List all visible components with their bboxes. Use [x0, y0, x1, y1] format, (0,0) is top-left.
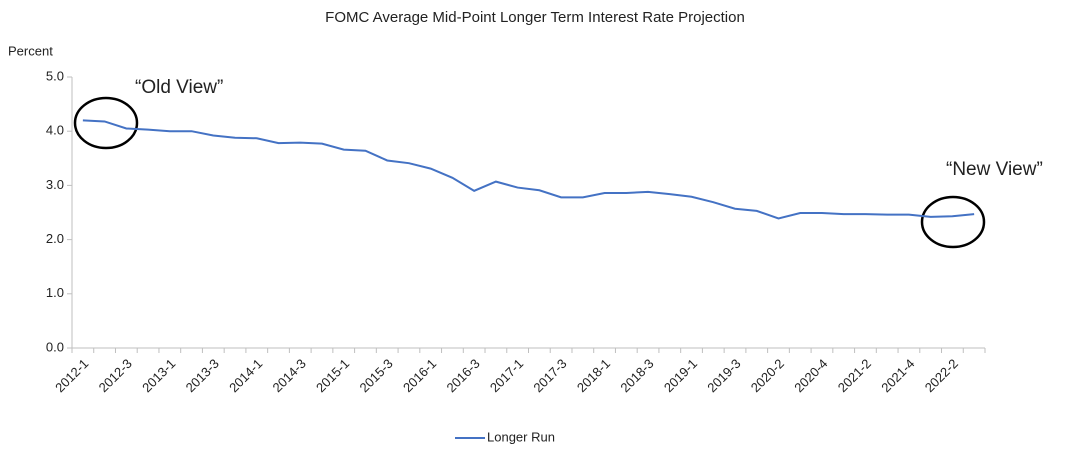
y-axis-label: Percent: [8, 43, 53, 58]
y-tick-label: 5.0: [46, 68, 64, 83]
line-series: [82, 119, 975, 220]
y-tick-label: 3.0: [46, 177, 64, 192]
x-tick-label: 2017-3: [530, 356, 569, 395]
x-tick-label: 2020-2: [748, 356, 787, 395]
x-tick-label: 2016-3: [443, 356, 482, 395]
annotation-circle: [73, 96, 139, 150]
x-tick-label: 2015-1: [313, 356, 352, 395]
legend-label: Longer Run: [487, 429, 555, 444]
x-tick-label: 2013-1: [139, 356, 178, 395]
x-tick-label: 2015-3: [357, 356, 396, 395]
annotation: “Old View”: [135, 77, 223, 98]
y-tick-label: 2.0: [46, 231, 64, 246]
y-tick-label: 1.0: [46, 285, 64, 300]
x-tick-label: 2019-1: [661, 356, 700, 395]
annotation: “New View”: [946, 159, 1043, 180]
x-tick-label: 2021-4: [878, 356, 917, 395]
annotation-circle: [920, 195, 986, 249]
x-tick-label: 2013-3: [183, 356, 222, 395]
x-tick-label: 2017-1: [487, 356, 526, 395]
y-tick-label: 4.0: [46, 123, 64, 138]
x-tick-label: 2012-1: [52, 356, 91, 395]
x-tick-label: 2014-1: [226, 356, 265, 395]
chart-title: FOMC Average Mid-Point Longer Term Inter…: [325, 9, 745, 26]
x-tick-label: 2018-3: [617, 356, 656, 395]
y-tick-label: 0.0: [46, 339, 64, 354]
x-tick-label: 2018-1: [574, 356, 613, 395]
x-tick-label: 2019-3: [704, 356, 743, 395]
x-tick-label: 2012-3: [96, 356, 135, 395]
x-tick-label: 2020-4: [791, 356, 830, 395]
x-tick-label: 2022-2: [922, 356, 961, 395]
x-tick-label: 2014-3: [270, 356, 309, 395]
x-tick-label: 2021-2: [835, 356, 874, 395]
x-tick-label: 2016-1: [400, 356, 439, 395]
